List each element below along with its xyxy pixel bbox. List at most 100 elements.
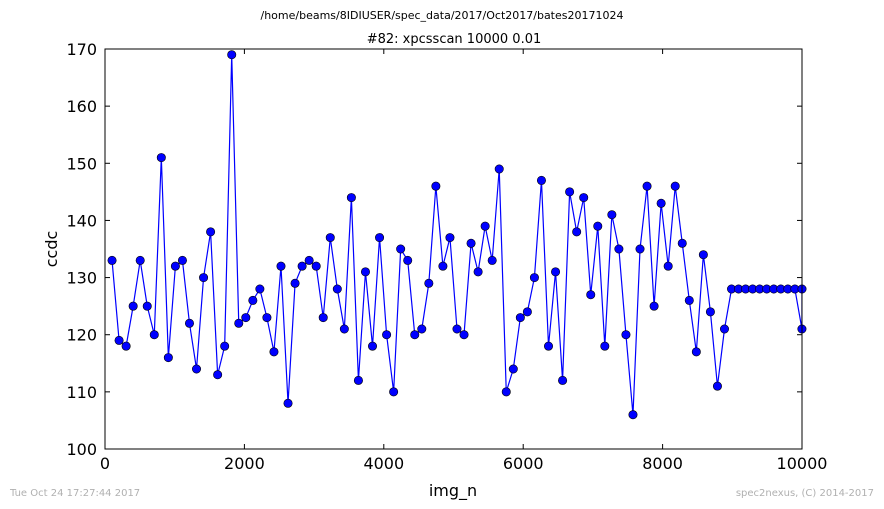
data-point-6	[149, 330, 159, 340]
data-point-40	[389, 387, 399, 397]
data-point-55	[494, 164, 504, 174]
data-point-25	[283, 398, 293, 408]
data-point-17	[227, 50, 237, 60]
data-point-14	[206, 227, 216, 237]
y-tick-label-1: 110	[66, 383, 97, 402]
series-line-0	[111, 54, 802, 415]
data-point-56	[501, 387, 511, 397]
data-point-15	[213, 370, 223, 380]
data-point-69	[593, 221, 603, 231]
data-point-81	[677, 238, 687, 248]
data-point-20	[248, 295, 258, 305]
data-point-74	[628, 410, 638, 420]
data-point-67	[579, 193, 589, 203]
y-tick-label-4: 140	[66, 211, 97, 230]
data-point-9	[170, 261, 180, 271]
chart-suptitle: /home/beams/8IDIUSER/spec_data/2017/Oct2…	[261, 9, 624, 22]
data-point-75	[635, 244, 645, 254]
data-point-47	[438, 261, 448, 271]
chart-title: #82: xpcsscan 10000 0.01	[367, 32, 542, 47]
data-point-79	[663, 261, 673, 271]
data-point-43	[410, 330, 420, 340]
x-tick-label-2: 4000	[363, 454, 404, 473]
data-point-7	[156, 153, 166, 163]
data-point-66	[572, 227, 582, 237]
data-point-19	[241, 313, 251, 323]
data-point-71	[607, 210, 617, 220]
data-point-64	[558, 375, 568, 385]
data-point-84	[698, 250, 708, 260]
data-point-13	[199, 273, 209, 283]
data-point-59	[522, 307, 532, 317]
y-tick-label-7: 170	[66, 40, 97, 59]
data-point-22	[262, 313, 272, 323]
data-point-4	[135, 255, 145, 265]
data-point-63	[551, 267, 561, 277]
data-point-77	[649, 301, 659, 311]
y-tick-label-2: 120	[66, 326, 97, 345]
data-point-38	[375, 233, 385, 243]
x-tick-label-4: 8000	[642, 454, 683, 473]
data-point-61	[536, 175, 546, 185]
data-point-50	[459, 330, 469, 340]
data-point-33	[339, 324, 349, 334]
data-point-2	[121, 341, 131, 351]
data-point-58	[515, 313, 525, 323]
data-point-45	[424, 278, 434, 288]
y-tick-label-0: 100	[66, 440, 97, 459]
data-point-44	[417, 324, 427, 334]
data-point-10	[177, 255, 187, 265]
data-point-54	[487, 255, 497, 265]
x-tick-label-1: 2000	[224, 454, 265, 473]
data-point-8	[163, 353, 173, 363]
data-point-12	[192, 364, 202, 374]
data-point-34	[346, 193, 356, 203]
data-point-35	[353, 375, 363, 385]
data-point-53	[480, 221, 490, 231]
y-tick-label-5: 150	[66, 154, 97, 173]
x-tick-label-5: 10000	[777, 454, 828, 473]
data-point-21	[255, 284, 265, 294]
data-point-41	[396, 244, 406, 254]
data-point-80	[670, 181, 680, 191]
axes-frame	[104, 48, 803, 450]
y-axis-label: ccdc	[42, 231, 61, 268]
data-point-42	[403, 255, 413, 265]
data-point-78	[656, 198, 666, 208]
plot-area: 0 2000 4000 6000 8000 10000 100 110 120 130 140 150…	[66, 40, 827, 473]
data-point-46	[431, 181, 441, 191]
data-point-49	[452, 324, 462, 334]
data-point-27	[297, 261, 307, 271]
data-point-29	[311, 261, 321, 271]
data-point-5	[142, 301, 152, 311]
data-point-65	[565, 187, 575, 197]
data-point-16	[220, 341, 230, 351]
data-point-72	[614, 244, 624, 254]
data-point-3	[128, 301, 138, 311]
data-point-52	[473, 267, 483, 277]
data-point-87	[719, 324, 729, 334]
data-point-11	[184, 318, 194, 328]
credit-text: spec2nexus, (C) 2014-2017	[735, 488, 874, 499]
data-point-76	[642, 181, 652, 191]
data-point-39	[382, 330, 392, 340]
data-point-51	[466, 238, 476, 248]
data-point-32	[332, 284, 342, 294]
data-point-18	[234, 318, 244, 328]
timestamp: Tue Oct 24 17:27:44 2017	[10, 488, 141, 499]
data-point-62	[544, 341, 554, 351]
data-point-24	[276, 261, 286, 271]
data-point-57	[508, 364, 518, 374]
data-point-31	[325, 233, 335, 243]
data-point-1	[114, 335, 124, 345]
data-point-82	[684, 295, 694, 305]
x-tick-label-0: 0	[100, 454, 110, 473]
data-point-83	[691, 347, 701, 357]
data-point-60	[529, 273, 539, 283]
data-point-68	[586, 290, 596, 300]
data-point-30	[318, 313, 328, 323]
data-point-37	[368, 341, 378, 351]
data-point-86	[712, 381, 722, 391]
x-tick-label-3: 6000	[503, 454, 544, 473]
data-point-85	[705, 307, 715, 317]
